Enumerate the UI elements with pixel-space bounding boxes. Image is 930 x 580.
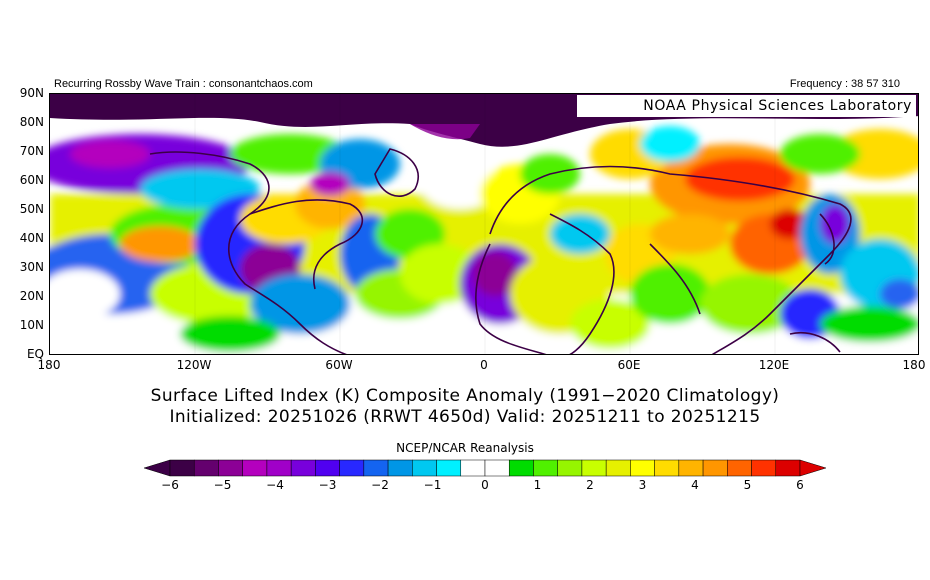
- colorbar-tick-label: 3: [638, 478, 647, 492]
- colorbar-tick-label: 6: [796, 478, 804, 492]
- lat-label-50n: 50N: [19, 202, 44, 216]
- colorbar-cell: [508, 459, 534, 477]
- lat-label-20n: 20N: [19, 289, 44, 303]
- colorbar-high-arrow: [799, 459, 826, 477]
- colorbar-cell: [290, 459, 316, 477]
- lon-label-60e: 60E: [617, 358, 641, 372]
- colorbar-low-arrow: [144, 459, 171, 477]
- colorbar-cell: [218, 459, 243, 477]
- colorbar-tick-label: −4: [266, 478, 284, 492]
- colorbar-cell: [266, 459, 292, 477]
- colorbar-tick-label: 4: [691, 478, 699, 492]
- lat-label-eq: EQ: [26, 347, 44, 361]
- colorbar-tick-label: 0: [481, 478, 489, 492]
- colorbar-cell: [387, 459, 413, 477]
- lat-label-90n: 90N: [19, 86, 44, 100]
- colorbar-cell: [605, 459, 631, 477]
- colorbar-cell: [581, 459, 607, 477]
- colorbar-cell: [484, 459, 510, 477]
- colorbar-cell: [727, 459, 752, 477]
- map-subtitle: Initialized: 20251026 (RRWT 4650d) Valid…: [169, 407, 761, 427]
- lat-label-70n: 70N: [19, 144, 44, 158]
- noaa-watermark: NOAA Physical Sciences Laboratory: [577, 95, 916, 117]
- colorbar-cell: [169, 459, 195, 477]
- colorbar-cell: [630, 459, 655, 477]
- colorbar-cell: [315, 459, 340, 477]
- colorbar-tick-label: 1: [533, 478, 542, 492]
- coastlines: [149, 148, 852, 354]
- lon-label-180e: 180: [902, 358, 926, 372]
- lon-label-180w: 180: [37, 358, 61, 372]
- data-source-label: NCEP/NCAR Reanalysis: [396, 441, 534, 455]
- header-left-text: Recurring Rossby Wave Train : consonantc…: [54, 78, 313, 90]
- lat-label-40n: 40N: [19, 231, 44, 245]
- lon-label-120w: 120W: [176, 358, 212, 372]
- colorbar-cell: [436, 459, 462, 477]
- lat-label-10n: 10N: [19, 318, 44, 332]
- lon-label-60w: 60W: [325, 358, 353, 372]
- colorbar-cell: [363, 459, 389, 477]
- colorbar-cell: [412, 459, 437, 477]
- colorbar-cell: [654, 459, 680, 477]
- colorbar-cell: [242, 459, 268, 477]
- colorbar-cell: [193, 459, 219, 477]
- colorbar-cell: [775, 459, 801, 477]
- colorbar-cell: [460, 459, 486, 477]
- map-title: Surface Lifted Index (K) Composite Anoma…: [150, 386, 780, 406]
- graticule: [194, 94, 776, 354]
- colorbar-cell: [533, 459, 558, 477]
- anomaly-map: [49, 93, 919, 355]
- lat-label-60n: 60N: [19, 173, 44, 187]
- colorbar-tick-label: −2: [371, 478, 389, 492]
- lon-label-120e: 120E: [758, 358, 790, 372]
- colorbar-tick-label: −3: [318, 478, 337, 492]
- colorbar-cells: [169, 459, 801, 477]
- colorbar-tick-label: −6: [161, 478, 179, 492]
- colorbar: [144, 459, 826, 477]
- colorbar-tick-label: −1: [423, 478, 442, 492]
- colorbar-tick-label: −5: [213, 478, 232, 492]
- lon-label-0: 0: [480, 358, 488, 372]
- header-right-text: Frequency : 38 57 310: [789, 78, 900, 90]
- colorbar-cell: [339, 459, 365, 477]
- colorbar-cell: [678, 459, 704, 477]
- colorbar-tick-label: 2: [586, 478, 594, 492]
- colorbar-cell: [751, 459, 777, 477]
- colorbar-cell: [557, 459, 583, 477]
- lat-label-30n: 30N: [19, 260, 44, 274]
- colorbar-tick-label: 5: [743, 478, 752, 492]
- colorbar-cell: [702, 459, 728, 477]
- anomaly-field: [50, 126, 918, 354]
- map-svg: [50, 94, 918, 354]
- lat-label-80n: 80N: [19, 115, 44, 129]
